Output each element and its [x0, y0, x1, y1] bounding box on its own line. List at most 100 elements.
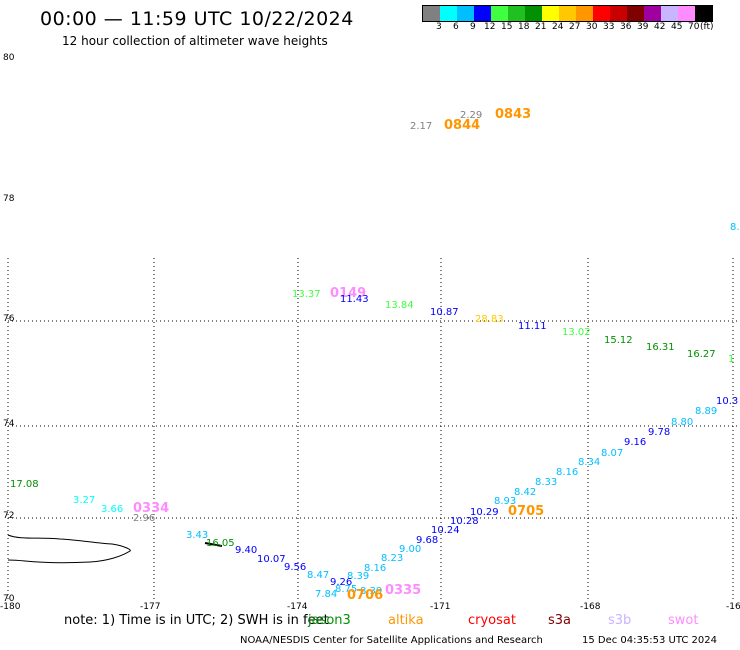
- wave-height-value: 16.31: [646, 342, 675, 353]
- wave-height-value: 10.29: [470, 507, 499, 518]
- timestamp: 15 Dec 04:35:53 UTC 2024: [582, 635, 717, 646]
- wave-height-value: 8.80: [671, 417, 693, 428]
- wave-height-value: 8.89: [695, 406, 717, 417]
- colorbar-label: 18: [518, 22, 530, 32]
- wave-height-value: 10.28: [450, 516, 479, 527]
- wave-height-value: 8.16: [556, 467, 578, 478]
- wave-height-value: 9.26: [330, 577, 352, 588]
- wave-height-value: 8.42: [514, 487, 536, 498]
- colorbar-label: 42: [654, 22, 666, 32]
- wave-height-value: 10.3: [716, 396, 738, 407]
- wave-height-value: 8.07: [601, 448, 623, 459]
- wave-height-value: 8.34: [578, 457, 600, 468]
- wave-height-value: 1: [728, 354, 734, 365]
- wave-height-value: 2.96: [133, 513, 155, 524]
- wave-height-value: 11.43: [340, 294, 369, 305]
- altimeter-track-segment: [204, 542, 223, 547]
- wave-height-value: 16.05: [206, 538, 235, 549]
- wave-height-value: 3.66: [101, 504, 123, 515]
- wave-height-value: 7.84: [315, 589, 337, 600]
- colorbar-label: 15: [501, 22, 513, 32]
- colorbar-swatch: [610, 6, 627, 21]
- colorbar-swatch: [644, 6, 661, 21]
- wave-height-value: 9.00: [399, 544, 421, 555]
- wave-height-value: 9.56: [284, 562, 306, 573]
- wave-height-value: 13.02: [562, 327, 591, 338]
- colorbar-label: 45: [671, 22, 683, 32]
- latitude-label: 80: [3, 53, 15, 63]
- wave-height-value: 8.75: [335, 584, 357, 595]
- wave-height-value: 8.23: [381, 553, 403, 564]
- map-subtitle: 12 hour collection of altimeter wave hei…: [62, 34, 328, 48]
- colorbar-label: 36: [620, 22, 632, 32]
- wave-height-value: 17.08: [10, 479, 39, 490]
- wave-height-value: 8.39: [360, 586, 382, 597]
- wave-height-value: 13.37: [292, 289, 321, 300]
- wave-height-value: 8.93: [494, 496, 516, 507]
- satellite-legend-s3b: s3b: [608, 613, 632, 628]
- colorbar-label: (ft): [700, 22, 714, 32]
- longitude-label: -177: [140, 602, 160, 612]
- latitude-label: 74: [3, 419, 15, 429]
- wave-height-value: 8.16: [364, 563, 386, 574]
- colorbar-swatch: [661, 6, 678, 21]
- pass-time-label: 0335: [385, 583, 421, 598]
- pass-time-label: 0706: [347, 588, 383, 603]
- satellite-legend-swot: swot: [668, 613, 699, 628]
- colorbar-label: 33: [603, 22, 615, 32]
- wave-height-value: 8.33: [535, 477, 557, 488]
- colorbar-swatch: [508, 6, 525, 21]
- colorbar-label: 27: [569, 22, 581, 32]
- colorbar-label: 21: [535, 22, 547, 32]
- wave-height-value: 9.16: [624, 437, 646, 448]
- wave-height-value: 15.12: [604, 335, 633, 346]
- pass-time-label: 0844: [444, 118, 480, 133]
- pass-time-label: 0705: [508, 504, 544, 519]
- axis-labels: 80 78 76 74 72 70-180 -177 -174 -171 -168 -16: [0, 53, 740, 612]
- satellite-legend-altika: altika: [388, 613, 424, 628]
- colorbar-swatch: [440, 6, 457, 21]
- wave-height-value: 8.47: [307, 570, 329, 581]
- wave-height-value: 10.24: [431, 525, 460, 536]
- colorbar-label: 6: [453, 22, 459, 32]
- colorbar-swatch: [576, 6, 593, 21]
- colorbar-swatch: [474, 6, 491, 21]
- pass-time-label: 0334: [133, 501, 169, 516]
- colorbar-swatch: [525, 6, 542, 21]
- wave-height-value: 2.17: [410, 121, 432, 132]
- lat-lon-grid: [7, 258, 740, 602]
- colorbar-swatch: [559, 6, 576, 21]
- wave-height-value: 16.27: [687, 349, 716, 360]
- wave-height-value: 28.83: [475, 314, 504, 325]
- colorbar-label: 70: [688, 22, 700, 32]
- colorbar-label: 39: [637, 22, 649, 32]
- colorbar-label: 9: [470, 22, 476, 32]
- wave-height-value: 2.29: [460, 110, 482, 121]
- wave-height-value: 8.39: [347, 571, 369, 582]
- colorbar-label: 24: [552, 22, 564, 32]
- colorbar-label: 30: [586, 22, 598, 32]
- wave-height-value: 8.: [730, 222, 740, 233]
- longitude-label: -168: [580, 602, 601, 612]
- colorbar-swatch: [593, 6, 610, 21]
- coastline: [7, 534, 131, 564]
- colorbar-swatch: [542, 6, 559, 21]
- colorbar-swatch: [457, 6, 474, 21]
- latitude-label: 78: [3, 194, 15, 204]
- map-title: 00:00 — 11:59 UTC 10/22/2024: [40, 8, 354, 30]
- colorbar-label: 3: [436, 22, 442, 32]
- latitude-label: 72: [3, 511, 14, 521]
- wave-height-value: 10.07: [257, 554, 286, 565]
- colorbar-swatch: [491, 6, 508, 21]
- latitude-label: 76: [3, 314, 15, 324]
- wave-height-value: 3.43: [186, 530, 208, 541]
- longitude-label: -171: [430, 602, 450, 612]
- wave-height-value: 11.11: [518, 321, 547, 332]
- wave-height-value: 9.40: [235, 545, 257, 556]
- wave-height-colorbar: [422, 5, 713, 22]
- wave-height-value: 9.78: [648, 427, 670, 438]
- credit-line: NOAA/NESDIS Center for Satellite Applica…: [240, 635, 543, 646]
- wave-height-value: 9.68: [416, 535, 438, 546]
